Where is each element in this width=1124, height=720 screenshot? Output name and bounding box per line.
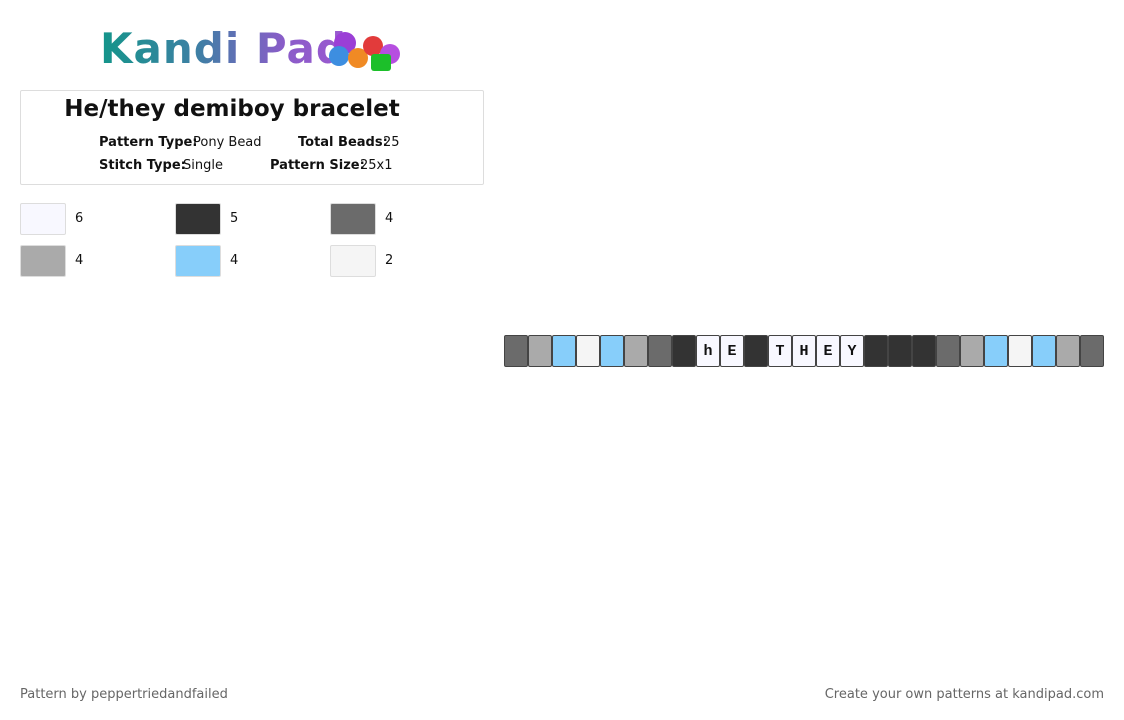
color-swatch <box>175 245 221 277</box>
color-count: 5 <box>230 211 239 226</box>
info-label: Total Beads: <box>298 135 388 150</box>
info-label: Pattern Type: <box>99 135 198 150</box>
color-swatch <box>20 245 66 277</box>
bead: Y <box>840 335 864 367</box>
color-swatch <box>330 203 376 235</box>
color-count: 4 <box>75 253 84 268</box>
bead <box>1008 335 1032 367</box>
bead <box>912 335 936 367</box>
logo: Kandi Pad <box>100 24 347 73</box>
footer-link: Create your own patterns at kandipad.com <box>824 687 1104 702</box>
bead <box>576 335 600 367</box>
color-swatch <box>330 245 376 277</box>
color-count: 2 <box>385 253 394 268</box>
bead <box>936 335 960 367</box>
bead <box>528 335 552 367</box>
bead: T <box>768 335 792 367</box>
bead <box>1080 335 1104 367</box>
info-box <box>20 90 484 185</box>
bead: h <box>696 335 720 367</box>
bead: E <box>720 335 744 367</box>
info-label: Pattern Size: <box>270 158 365 173</box>
bead <box>624 335 648 367</box>
info-value: 25x1 <box>360 158 393 173</box>
bead: E <box>816 335 840 367</box>
info-label: Stitch Type: <box>99 158 186 173</box>
bead <box>864 335 888 367</box>
color-swatch <box>175 203 221 235</box>
bead <box>1056 335 1080 367</box>
color-swatch <box>20 203 66 235</box>
info-value: Single <box>183 158 223 173</box>
bead <box>600 335 624 367</box>
color-count: 6 <box>75 211 84 226</box>
bead <box>504 335 528 367</box>
info-value: 25 <box>383 135 400 150</box>
bead <box>552 335 576 367</box>
bead: H <box>792 335 816 367</box>
title: He/they demiboy bracelet <box>64 96 400 122</box>
color-count: 4 <box>385 211 394 226</box>
bead <box>984 335 1008 367</box>
bead <box>672 335 696 367</box>
logo-icon <box>329 32 400 71</box>
info-value: Pony Bead <box>193 135 262 150</box>
footer-credit: Pattern by peppertriedandfailed <box>20 687 228 702</box>
bead <box>960 335 984 367</box>
bead <box>648 335 672 367</box>
bead <box>744 335 768 367</box>
bead <box>1032 335 1056 367</box>
bead <box>888 335 912 367</box>
color-count: 4 <box>230 253 239 268</box>
